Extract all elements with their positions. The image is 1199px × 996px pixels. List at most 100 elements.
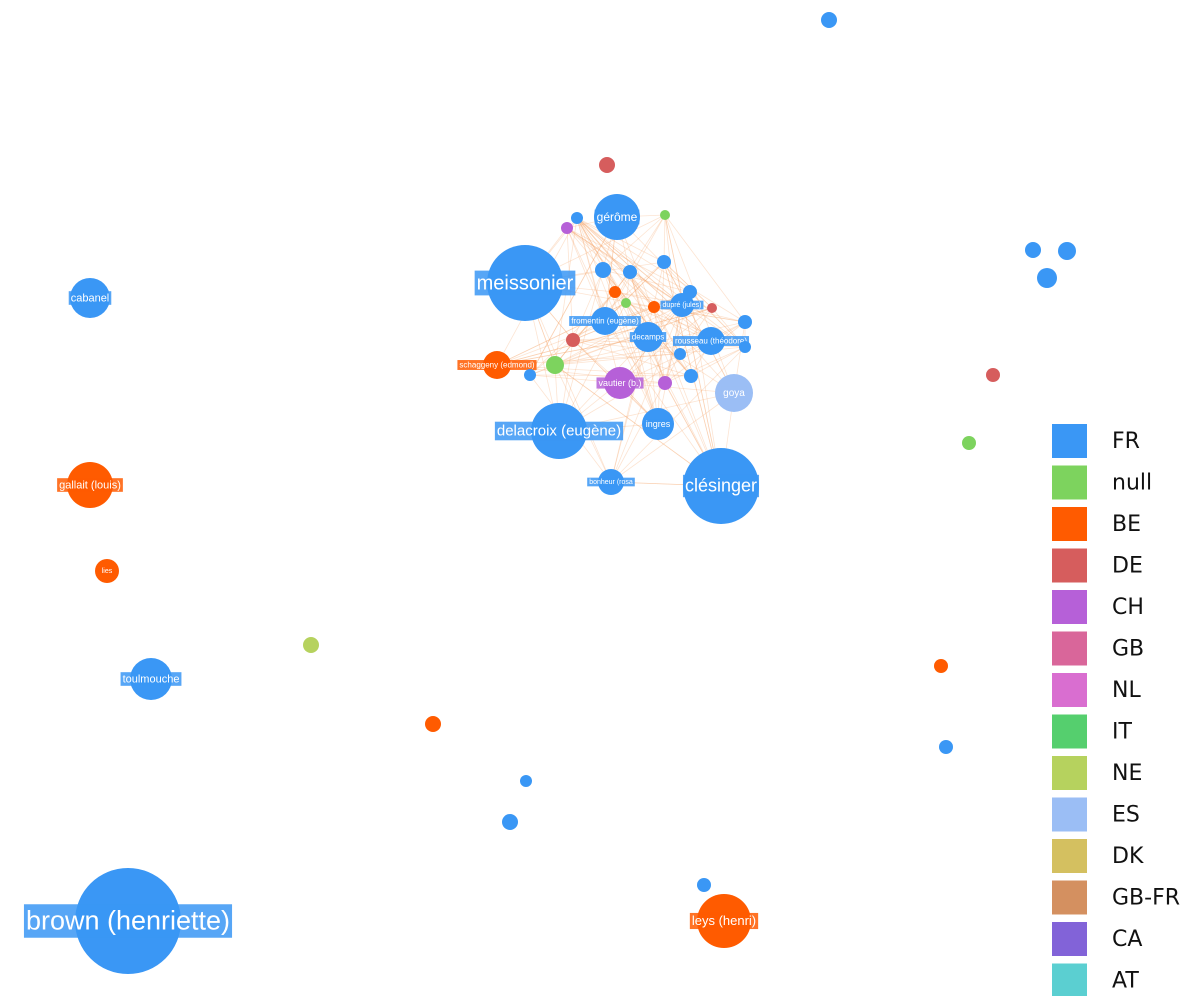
node-label: ingres xyxy=(646,419,671,429)
node-label: goya xyxy=(723,388,745,399)
edge xyxy=(602,214,666,271)
legend-label: ES xyxy=(1112,803,1140,828)
edge xyxy=(663,261,735,394)
node-label: bonheur (rosa xyxy=(589,479,633,486)
legend-swatch xyxy=(1052,963,1087,996)
edge xyxy=(576,217,665,263)
edge xyxy=(566,227,683,306)
legend-swatch xyxy=(1052,631,1087,666)
node xyxy=(524,369,536,381)
node-label: brown (henriette) xyxy=(26,905,230,935)
edge xyxy=(572,339,681,355)
node-label-bg xyxy=(120,672,182,686)
legend-swatch xyxy=(1052,839,1087,873)
node-label: meissonier xyxy=(477,272,574,294)
node xyxy=(561,222,573,234)
edge xyxy=(566,227,746,348)
edge xyxy=(663,261,713,309)
edge xyxy=(576,217,746,348)
edge xyxy=(616,216,722,487)
edge xyxy=(529,216,618,376)
node-label: leys (henri) xyxy=(692,913,756,928)
node-label-bg xyxy=(643,418,673,430)
edge xyxy=(629,271,722,487)
edge xyxy=(663,261,735,394)
node xyxy=(986,368,1000,382)
legend-label: DE xyxy=(1112,554,1143,579)
node-label: clésinger xyxy=(685,476,757,496)
node xyxy=(934,659,948,673)
node-label-bg xyxy=(474,270,576,296)
edge xyxy=(614,214,666,293)
edge xyxy=(610,261,665,483)
legend-label: DK xyxy=(1112,844,1144,869)
legend-label: GB xyxy=(1112,637,1144,662)
node xyxy=(303,637,319,653)
node-label-bg xyxy=(594,209,640,225)
legend-swatch xyxy=(1052,424,1087,458)
node xyxy=(683,285,697,299)
edge xyxy=(614,291,659,425)
node xyxy=(1037,268,1057,288)
edge xyxy=(576,217,712,342)
nodes: meissonier gérôme cabanel gallait (louis) li… xyxy=(23,12,1076,974)
node-label-bg xyxy=(660,300,704,310)
legend-swatch xyxy=(1052,590,1087,624)
edge xyxy=(566,227,631,273)
edge xyxy=(558,291,691,432)
node-label: fromentin (eugène) xyxy=(571,317,639,326)
edge xyxy=(679,307,713,355)
node-label: delacroix (eugène) xyxy=(497,423,621,440)
legend-swatch xyxy=(1052,465,1087,500)
edge xyxy=(664,346,746,384)
node-label: toulmouche xyxy=(123,673,180,685)
node-label-bg xyxy=(689,912,759,930)
node-label: dupré (jules) xyxy=(663,302,702,309)
edge xyxy=(566,227,691,293)
edge xyxy=(657,304,683,425)
edge xyxy=(572,291,691,341)
node xyxy=(609,286,621,298)
legend-swatch xyxy=(1052,880,1087,915)
edge xyxy=(572,291,691,341)
node xyxy=(657,255,671,269)
edge xyxy=(566,227,712,342)
node-label: vautier (b.) xyxy=(598,378,641,388)
legend-label: CA xyxy=(1112,927,1142,952)
node-label: decamps xyxy=(632,333,664,342)
node xyxy=(684,369,698,383)
node xyxy=(546,356,564,374)
edge xyxy=(529,216,618,376)
node-label-bg xyxy=(68,291,112,305)
node-label: rousseau (théodore) xyxy=(675,337,747,346)
edge xyxy=(576,217,692,377)
legend-label: CH xyxy=(1112,595,1144,620)
edge xyxy=(625,302,712,342)
node xyxy=(1058,242,1076,260)
node xyxy=(821,12,837,28)
legend-swatch xyxy=(1052,922,1087,956)
node-label-bg xyxy=(629,332,667,342)
edge xyxy=(610,392,735,483)
node-label-bg xyxy=(457,360,537,370)
node xyxy=(502,814,518,830)
edge xyxy=(664,214,722,487)
node xyxy=(697,878,711,892)
node-label: gallait (louis) xyxy=(59,479,121,491)
edge xyxy=(576,217,606,322)
legend-label: GB-FR xyxy=(1112,886,1180,911)
legend-label: NL xyxy=(1112,678,1141,703)
edge xyxy=(664,214,722,487)
edge xyxy=(653,306,681,355)
node-label-bg xyxy=(23,904,233,938)
edge xyxy=(629,271,681,355)
edge xyxy=(572,269,604,341)
node xyxy=(1025,242,1041,258)
node xyxy=(738,315,752,329)
node-label-bg xyxy=(99,566,115,576)
node xyxy=(599,157,615,173)
edge xyxy=(576,217,655,308)
node xyxy=(623,265,637,279)
legend-swatch xyxy=(1052,714,1087,749)
